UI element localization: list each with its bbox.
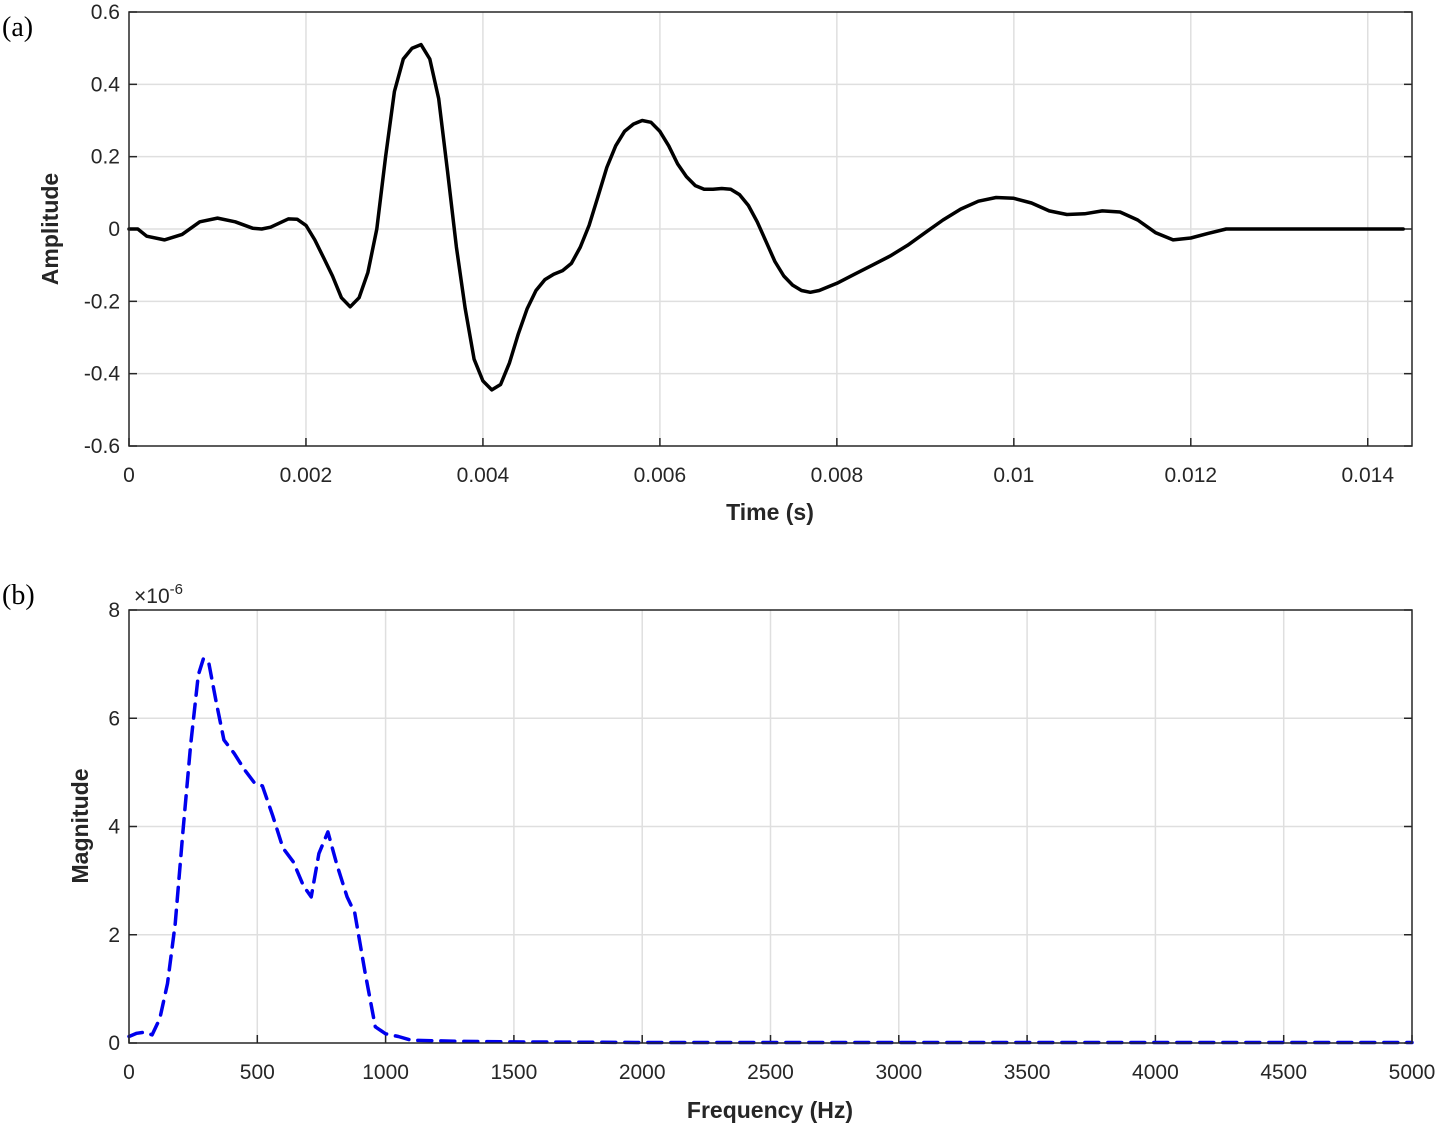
panel-b-axes-frame [128,609,1413,1044]
panel-b-x-tick-label: 0 [123,1061,135,1084]
panel-b-x-axis-label: Frequency (Hz) [687,1097,853,1123]
panel-b-x-tick-label: 2500 [747,1061,794,1084]
panel-a-label: (a) [2,12,33,43]
panel-b-label: (b) [2,580,35,611]
panel-a-x-tick-label: 0.014 [1341,464,1394,487]
panel-a-y-tick-label: 0.6 [91,1,120,24]
panel-a-y-tick-label: 0 [108,218,120,241]
panel-a-grid [129,12,1412,446]
panel-b-y-tick-label: 6 [108,707,120,730]
panel-b-x-tick-label: 500 [240,1061,275,1084]
panel-a-x-tick-label: 0.002 [280,464,333,487]
panel-b-y-tick-label: 2 [108,924,120,947]
panel-b: (b) 0 500 1000 1500 2000 2500 3000 3500 4000 4500… [2,580,1435,1123]
panel-b-y-tick-label: 0 [108,1032,120,1055]
panel-b-y-axis-label: Magnitude [67,769,93,884]
panel-b-x-tick-label: 4500 [1260,1061,1307,1084]
panel-a-x-tick-label: 0.01 [993,464,1034,487]
panel-b-x-tick-label: 4000 [1132,1061,1179,1084]
panel-b-x-tick-label: 3500 [1004,1061,1051,1084]
panel-b-x-tick-label: 1000 [362,1061,409,1084]
panel-a-x-tick-label: 0.008 [811,464,864,487]
panel-a-x-tick-label: 0.004 [457,464,510,487]
panel-a-x-tick-label: 0 [123,464,135,487]
panel-b-x-tick-label: 2000 [619,1061,666,1084]
panel-a-series-line [127,42,1405,392]
panel-a-y-tick-label: -0.6 [84,435,120,458]
panel-b-grid [129,610,1412,1043]
panel-b-y-tick-label: 8 [108,599,120,622]
panel-a-x-tick-label: 0.012 [1165,464,1218,487]
panel-a-yticks: -0.6 -0.4 -0.2 0 0.2 0.4 0.6 [84,1,1412,458]
panel-b-y-tick-label: 4 [108,816,120,839]
panel-a-y-tick-label: 0.2 [91,146,120,169]
panel-b-x-tick-label: 1500 [491,1061,538,1084]
panel-a-y-axis-label: Amplitude [37,173,63,285]
panel-a-y-tick-label: 0.4 [91,73,121,96]
panel-b-series-line [127,656,1414,1045]
panel-a-x-tick-label: 0.006 [634,464,687,487]
panel-a-y-tick-label: -0.2 [84,290,120,313]
panel-b-multiplier: ×10-6 [134,581,183,608]
panel-b-multiplier-exponent: -6 [170,581,183,598]
panel-b-multiplier-base: ×10 [134,585,170,608]
panel-a: (a) 0 0.002 0.004 0.006 0.008 0.01 0.012 0.014 … [2,1,1413,525]
panel-b-xticks: 0 500 1000 1500 2000 2500 3000 3500 4000 4500 5000 [123,1035,1435,1084]
panel-a-axes-frame [128,11,1413,447]
panel-a-y-tick-label: -0.4 [84,363,121,386]
panel-b-x-tick-label: 3000 [875,1061,922,1084]
panel-b-x-tick-label: 5000 [1389,1061,1436,1084]
panel-a-x-axis-label: Time (s) [726,499,814,525]
